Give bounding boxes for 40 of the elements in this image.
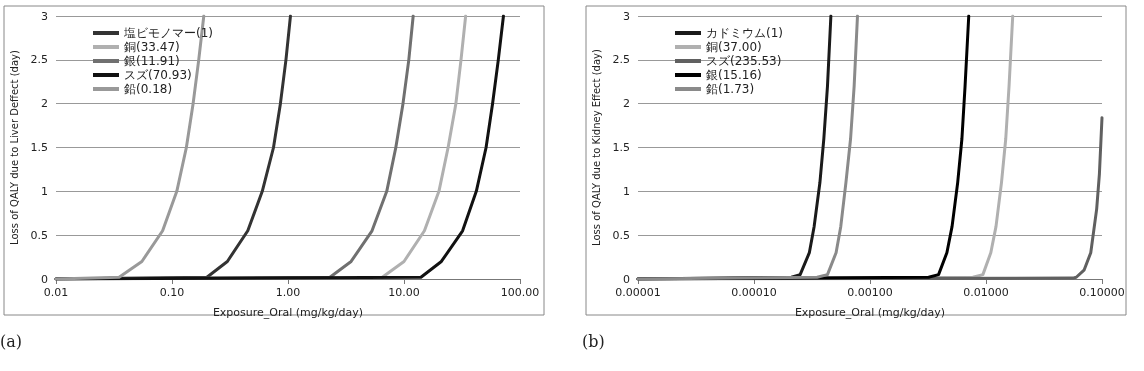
legend-label: スズ(70.93)	[124, 68, 192, 82]
legend-label: スズ(235.53)	[706, 54, 782, 68]
x-axis-title: Exposure_Oral (mg/kg/day)	[212, 306, 364, 319]
y-tick-label: 1	[41, 184, 48, 198]
y-tick-label: 1.5	[30, 141, 48, 154]
y-tick-label: 3	[41, 9, 48, 23]
legend-label: 銅(37.00)	[706, 40, 762, 54]
legend-label: カドミウム(1)	[706, 26, 783, 40]
y-tick-label: 0.5	[30, 228, 48, 242]
text: (b)	[582, 331, 605, 351]
x-axis-title: Exposure_Oral (mg/kg/day)	[794, 306, 946, 319]
y-tick-label: 1.5	[612, 141, 630, 154]
y-axis-title: Loss of QALY due to Liver Deffect (day)	[9, 50, 21, 245]
y-tick-label: 2	[623, 97, 630, 111]
x-tick-label: 0.00010	[731, 286, 777, 299]
legend-label: 銀(11.91)	[124, 54, 180, 68]
y-tick-label: 2.5	[30, 53, 48, 67]
text: (a)	[0, 331, 23, 351]
legend-label: 銅(33.47)	[124, 40, 180, 54]
legend-label: 鉛(0.18)	[124, 82, 173, 96]
y-tick-label: 2	[41, 97, 48, 111]
legend-label: 鉛(1.73)	[706, 82, 755, 96]
y-tick-label: 0	[41, 272, 48, 286]
x-tick-label: 0.10	[159, 286, 185, 299]
y-tick-label: 0	[623, 272, 630, 286]
y-tick-label: 3	[623, 9, 630, 23]
x-tick-label: 0.00100	[847, 286, 893, 299]
x-tick-label: 0.01	[43, 286, 69, 299]
x-tick-label: 100.00	[500, 286, 540, 299]
legend-label: 塩ビモノマー(1)	[123, 26, 213, 40]
x-tick-label: 10.00	[388, 286, 420, 299]
legend-label: 銀(15.16)	[706, 68, 762, 82]
y-tick-label: 2.5	[612, 53, 630, 67]
y-axis-title: Loss of QALY due to Kidney Effect (day)	[591, 48, 603, 246]
y-tick-label: 0.5	[612, 228, 630, 242]
y-tick-label: 1	[623, 184, 630, 198]
x-tick-label: 0.01000	[963, 286, 1009, 299]
x-tick-label: 0.10000	[1079, 286, 1125, 299]
x-tick-label: 1.00	[275, 286, 301, 299]
x-tick-label: 0.00001	[615, 286, 661, 299]
